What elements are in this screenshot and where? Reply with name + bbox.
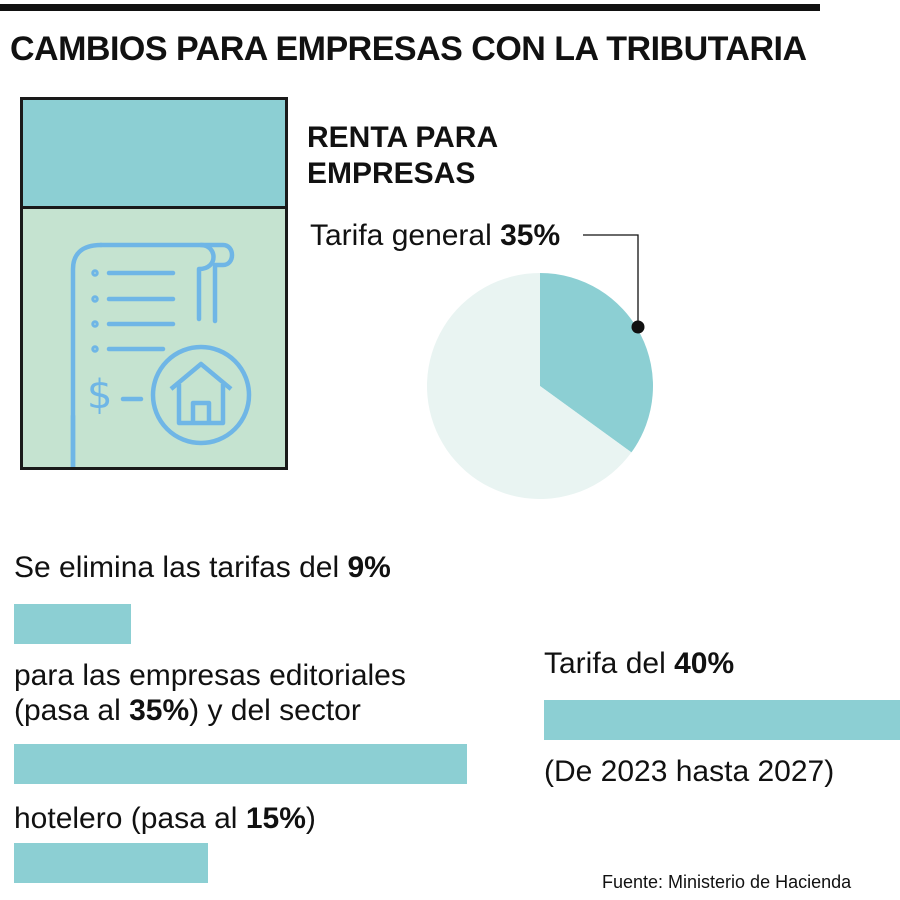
text-1: Se elimina las tarifas del 9% <box>14 551 391 585</box>
pie-label-prefix: Tarifa general <box>310 219 492 252</box>
text-3-suffix: ) <box>305 802 316 835</box>
text-2-value: 35% <box>129 694 190 727</box>
text-3: hotelero (pasa al 15%) <box>14 802 316 836</box>
text-2-line1: para las empresas editoriales <box>14 659 406 692</box>
text-3-prefix: hotelero (pasa al <box>14 802 238 835</box>
bar-15 <box>14 843 208 883</box>
house-icon <box>150 344 252 446</box>
pie-leader-line <box>583 234 639 327</box>
bar-35 <box>14 744 467 784</box>
right-note: (De 2023 hasta 2027) <box>544 755 835 788</box>
source-note: Fuente: Ministerio de Hacienda <box>602 872 852 892</box>
pie-leader-dot <box>631 320 645 334</box>
pie-label: Tarifa general 35% <box>310 219 560 253</box>
pie-slice-1 <box>427 272 632 499</box>
text-3-value: 15% <box>245 802 306 835</box>
page-title: CAMBIOS PARA EMPRESAS CON LA TRIBUTARIA <box>10 30 807 68</box>
text-1-value: 9% <box>347 551 391 584</box>
top-rule <box>0 4 820 11</box>
right-prefix: Tarifa del <box>544 647 666 680</box>
right-label: Tarifa del 40% <box>544 647 734 681</box>
text-2-suffix: ) y del sector <box>189 694 361 727</box>
bar-40 <box>544 700 900 740</box>
section-subtitle: RENTA PARA EMPRESAS <box>307 121 497 190</box>
bar-9 <box>14 604 131 644</box>
pie-slice-0 <box>540 273 653 453</box>
text-2-prefix: (pasa al <box>14 694 121 727</box>
pie-label-value: 35% <box>500 219 561 252</box>
illustration-card: $ <box>20 97 288 470</box>
text-1-prefix: Se elimina las tarifas del <box>14 551 340 584</box>
dollar-icon: $ <box>87 372 112 418</box>
receipt-icon: $ <box>70 242 252 467</box>
right-value: 40% <box>674 647 735 680</box>
card-header-band <box>23 100 285 209</box>
text-2-line2: (pasa al 35%) y del sector <box>14 694 361 728</box>
